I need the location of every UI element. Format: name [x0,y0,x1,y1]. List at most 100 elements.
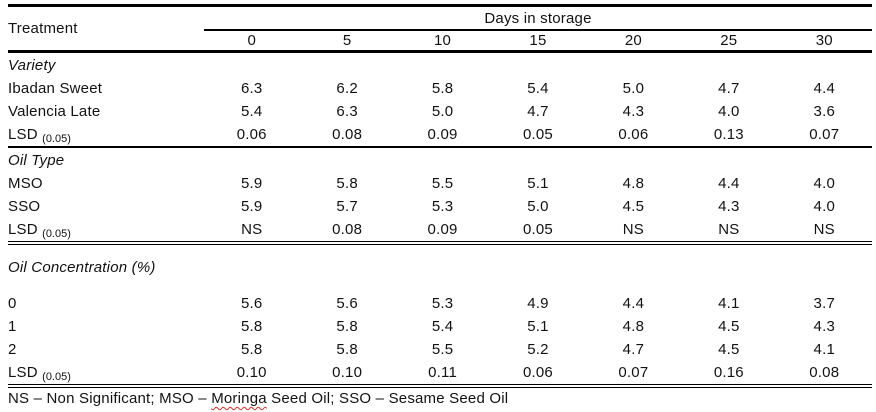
lsd-value-cell: 0.09 [394,123,491,148]
value-cell: 5.7 [336,198,358,215]
lsd-subscript: (0.05) [42,133,71,145]
row-label: 0 [8,295,17,312]
lsd-subscript: (0.05) [42,371,71,383]
value-cell: 4.0 [718,103,740,120]
footnote-text-prefix: NS – Non Significant; MSO – [8,390,212,407]
lsd-value-cell: NS [681,218,777,245]
value-cell: 4.4 [718,175,740,192]
day-columns-row: 0 5 10 15 20 25 30 [8,30,872,53]
lsd-value-cell: 0.06 [585,123,682,148]
value-cell: 5.1 [527,175,549,192]
value-cell: 5.3 [431,295,454,312]
table-body: Variety Ibadan Sweet 6.3 6.2 5.8 5.4 5.0 4.7 4.4… [8,52,872,388]
row-label: MSO [8,175,43,192]
section-gap [8,279,872,292]
day-column-header: 25 [681,30,777,53]
value-cell: 4.5 [718,318,740,335]
value-cell: 4.4 [813,80,835,97]
day-column-header: 10 [394,30,491,53]
section-title: Oil Type [8,151,65,169]
value-cell: 5.8 [240,318,263,335]
row-label: 1 [8,318,17,335]
value-cell: 6.3 [336,103,358,120]
treatment-table: Treatment Days in storage 0 5 10 15 20 2… [8,4,872,388]
value-cell: 5.8 [336,341,358,358]
value-cell: 6.3 [240,80,263,97]
lsd-value-cell: 0.11 [394,361,491,388]
section-title-row: Variety [8,52,872,78]
value-cell: 5.1 [527,318,549,335]
table-row: Valencia Late 5.4 6.3 5.0 4.7 4.3 4.0 3.6 [8,100,872,123]
value-cell: 4.3 [718,198,740,215]
value-cell: 5.6 [240,295,263,312]
table-row: SSO 5.9 5.7 5.3 5.0 4.5 4.3 4.0 [8,195,872,218]
lsd-value-cell: 0.08 [299,123,395,148]
lsd-value-cell: NS [204,218,300,245]
table-footnote: NS – Non Significant; MSO – Moringa Seed… [8,390,872,407]
lsd-label: LSD (0.05) [8,361,204,388]
value-cell: 4.5 [718,341,740,358]
day-column-header: 15 [490,30,586,53]
lsd-value-cell: 0.05 [490,123,586,148]
lsd-value-cell: 0.07 [776,123,872,148]
value-cell: 5.8 [431,80,454,97]
value-cell: 4.4 [622,295,645,312]
lsd-row: LSD (0.05) 0.06 0.08 0.09 0.05 0.06 0.13 0.07 [8,123,872,148]
day-column-header: 5 [299,30,395,53]
value-cell: 5.3 [431,198,454,215]
header-row-group: Treatment Days in storage [8,5,872,53]
lsd-label: LSD (0.05) [8,218,204,245]
value-cell: 5.8 [336,175,358,192]
table-row: MSO 5.9 5.8 5.5 5.1 4.8 4.4 4.0 [8,172,872,195]
value-cell: 5.8 [240,341,263,358]
lsd-row: LSD (0.05) 0.10 0.10 0.11 0.06 0.07 0.16 0.08 [8,361,872,388]
row-label: Ibadan Sweet [8,80,103,97]
day-column-header: 0 [204,30,300,53]
lsd-value-cell: NS [776,218,872,245]
value-cell: 6.2 [336,80,358,97]
lsd-value-cell: NS [585,218,682,245]
value-cell: 5.5 [431,341,454,358]
days-in-storage-group-header: Days in storage [204,5,872,31]
section-title-row: Oil Concentration (%) [8,255,872,279]
day-column-header: 30 [776,30,872,53]
lsd-value-cell: 0.13 [681,123,777,148]
value-cell: 4.1 [813,341,835,358]
footnote-text-suffix: Seed Oil; SSO – Sesame Seed Oil [266,390,509,407]
row-label: 2 [8,341,17,358]
lsd-value-cell: 0.06 [204,123,300,148]
value-cell: 5.8 [336,318,358,335]
section-gap [8,243,872,255]
value-cell: 5.0 [527,198,549,215]
lsd-row: LSD (0.05) NS 0.08 0.09 0.05 NS NS NS [8,218,872,245]
table-row: 2 5.8 5.8 5.5 5.2 4.7 4.5 4.1 [8,338,872,361]
lsd-value-cell: 0.07 [585,361,682,388]
table-row: 1 5.8 5.8 5.4 5.1 4.8 4.5 4.3 [8,315,872,338]
value-cell: 4.3 [622,103,645,120]
row-label: Valencia Late [8,103,101,120]
misspelled-word: Moringa [211,390,267,407]
value-cell: 5.9 [240,175,263,192]
value-cell: 3.6 [813,103,835,120]
value-cell: 4.8 [622,175,645,192]
value-cell: 4.7 [718,80,740,97]
value-cell: 4.5 [622,198,645,215]
lsd-label: LSD (0.05) [8,123,204,148]
value-cell: 4.1 [718,295,740,312]
section-title: Variety [8,56,56,74]
lsd-subscript: (0.05) [42,228,71,240]
value-cell: 5.4 [240,103,263,120]
value-cell: 5.9 [240,198,263,215]
section-title: Oil Concentration (%) [8,258,156,276]
value-cell: 5.4 [431,318,454,335]
lsd-value-cell: 0.05 [490,218,586,245]
value-cell: 4.0 [813,175,835,192]
value-cell: 3.7 [813,295,835,312]
lsd-value-cell: 0.09 [394,218,491,245]
value-cell: 4.7 [527,103,549,120]
value-cell: 5.0 [431,103,454,120]
value-cell: 4.0 [813,198,835,215]
lsd-value-cell: 0.10 [204,361,300,388]
lsd-value-cell: 0.10 [299,361,395,388]
